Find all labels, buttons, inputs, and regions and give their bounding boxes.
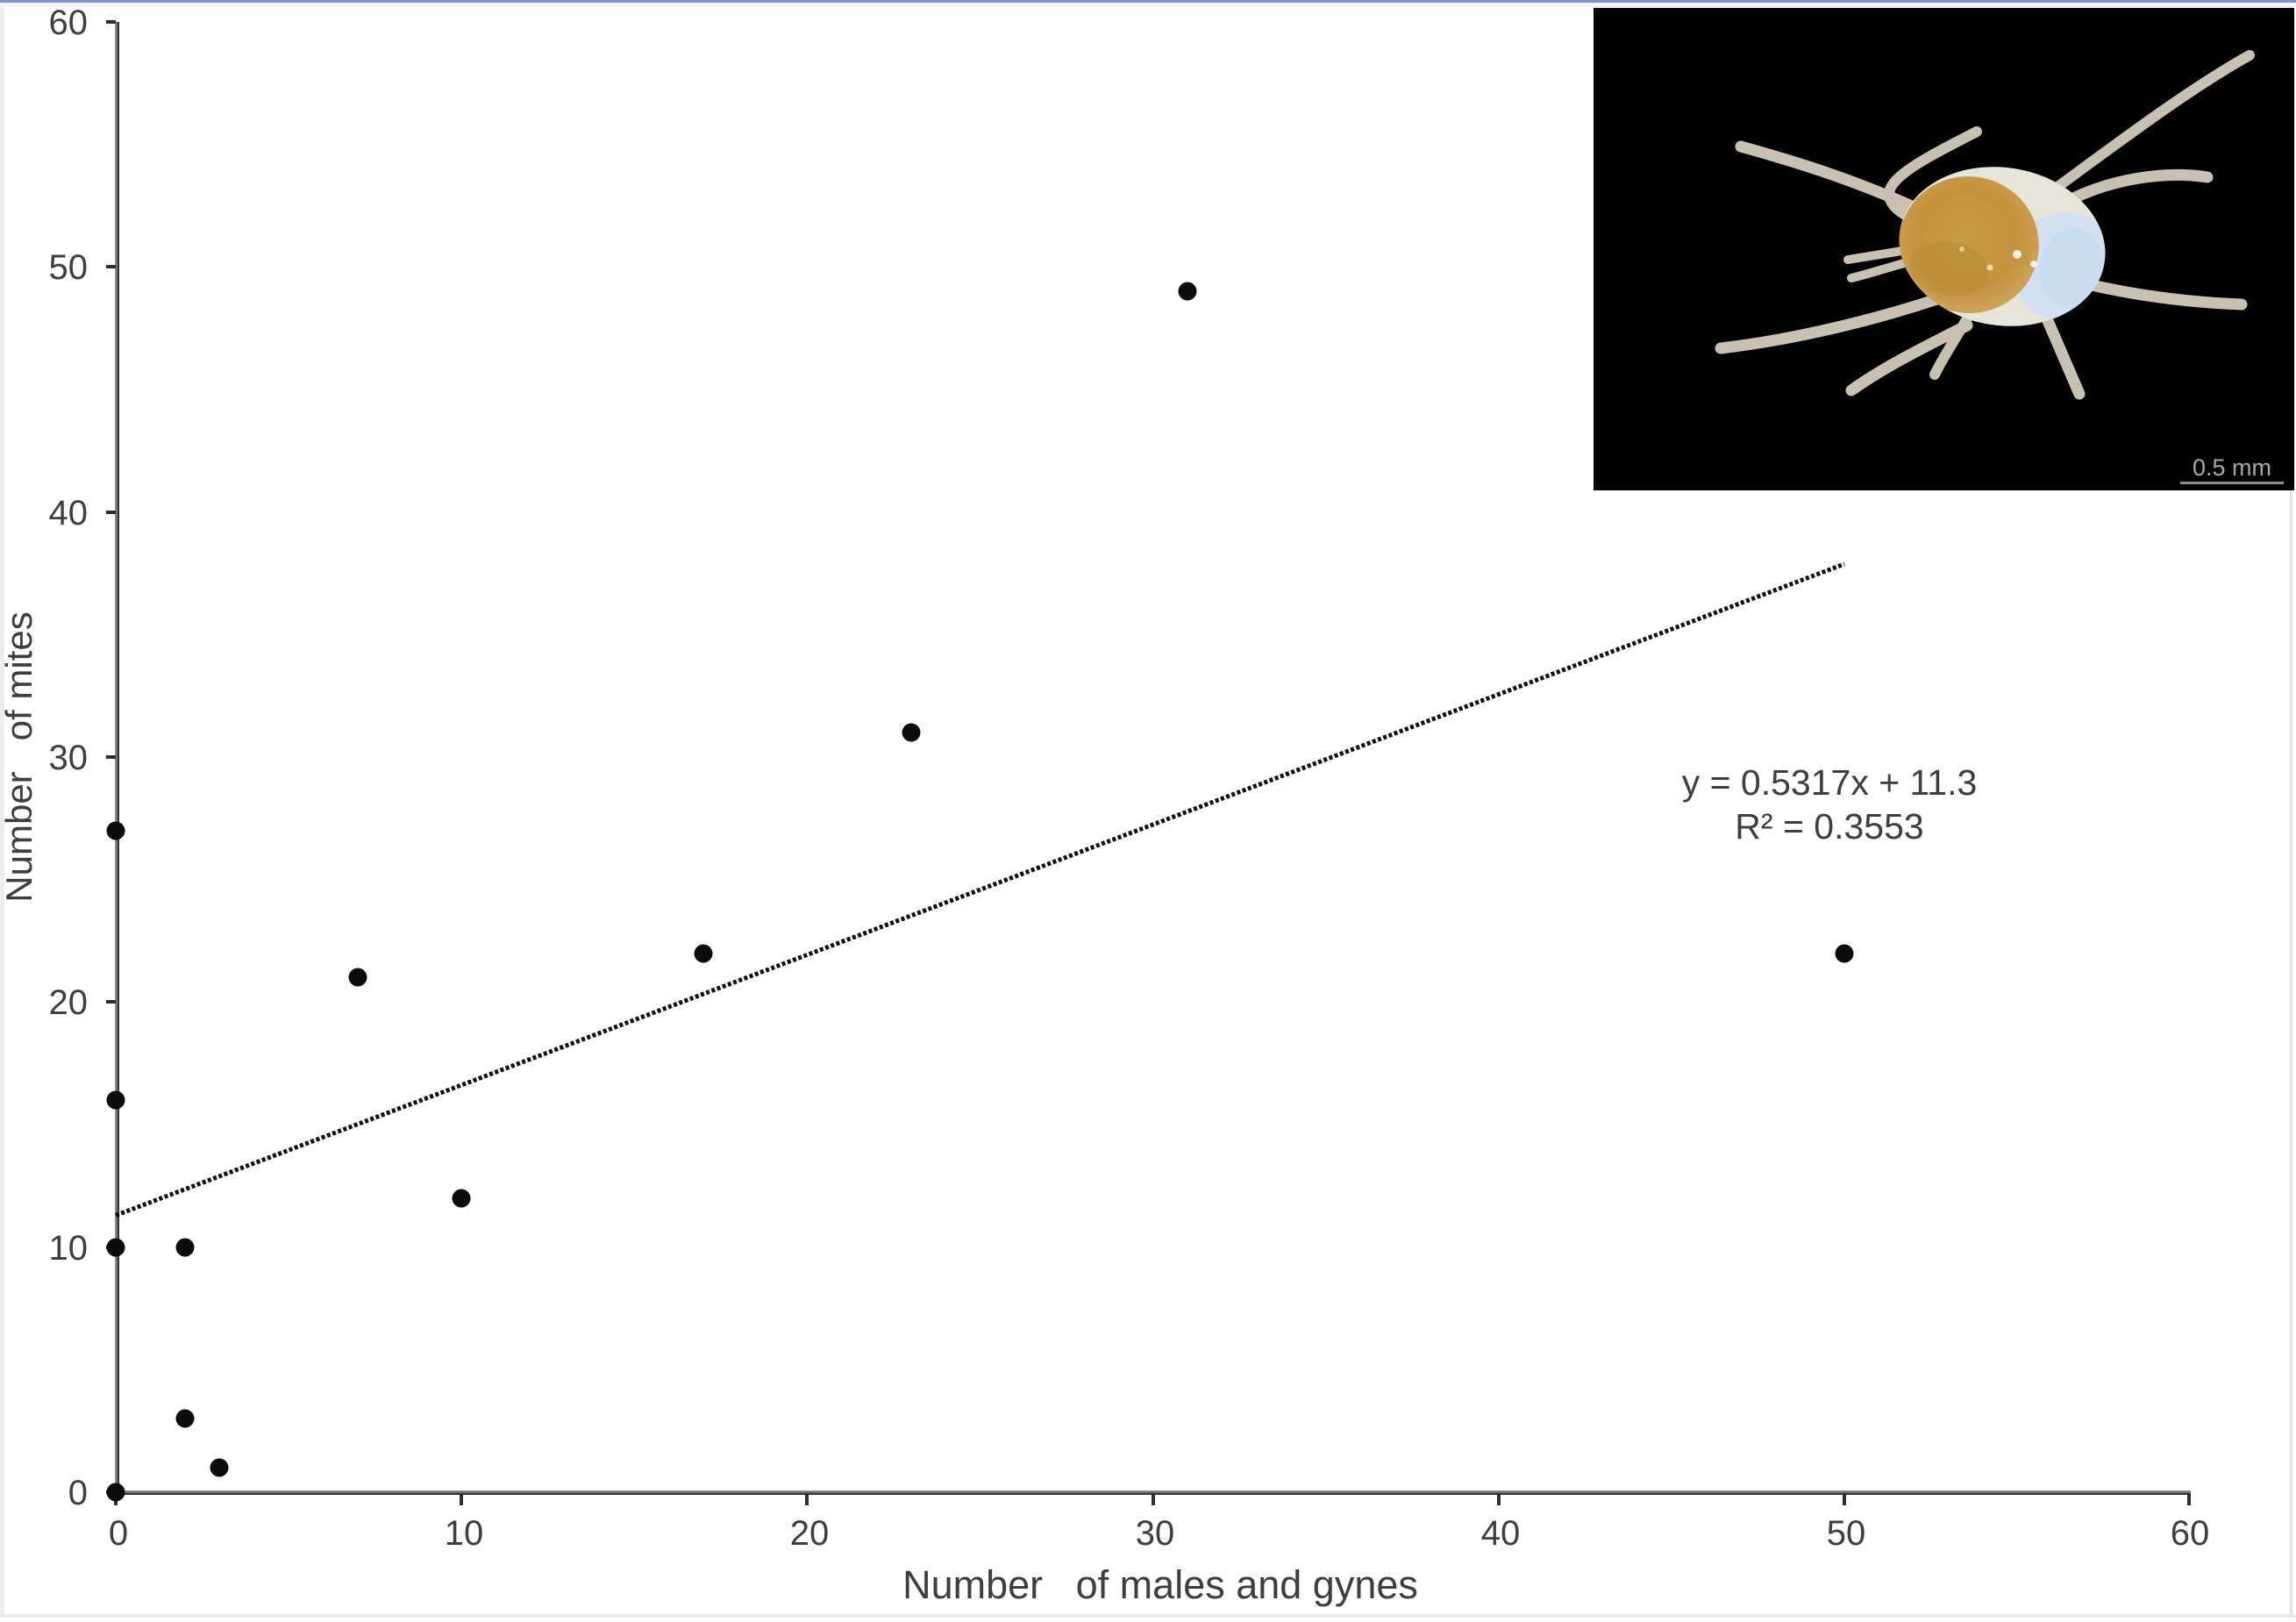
svg-text:40: 40 [1481, 1514, 1521, 1553]
svg-text:50: 50 [49, 248, 89, 287]
svg-text:20: 20 [49, 983, 89, 1022]
svg-text:60: 60 [2171, 1514, 2210, 1553]
svg-text:10: 10 [445, 1514, 484, 1553]
svg-text:30: 30 [1136, 1514, 1175, 1553]
svg-text:50: 50 [1827, 1514, 1866, 1553]
svg-text:0: 0 [109, 1514, 128, 1553]
svg-text:Number of mites: Number of mites [0, 611, 39, 902]
svg-text:60: 60 [49, 4, 89, 42]
svg-text:y = 0.5317x + 11.3: y = 0.5317x + 11.3 [1682, 762, 1978, 803]
svg-text:0: 0 [68, 1474, 88, 1512]
svg-text:0.5 mm: 0.5 mm [2193, 454, 2271, 481]
svg-text:40: 40 [49, 494, 89, 532]
svg-text:30: 30 [49, 739, 89, 777]
svg-text:Number of males and gynes: Number of males and gynes [902, 1562, 1418, 1607]
svg-text:10: 10 [49, 1229, 89, 1268]
svg-text:20: 20 [790, 1514, 830, 1553]
svg-text:R² = 0.3553: R² = 0.3553 [1735, 806, 1923, 847]
